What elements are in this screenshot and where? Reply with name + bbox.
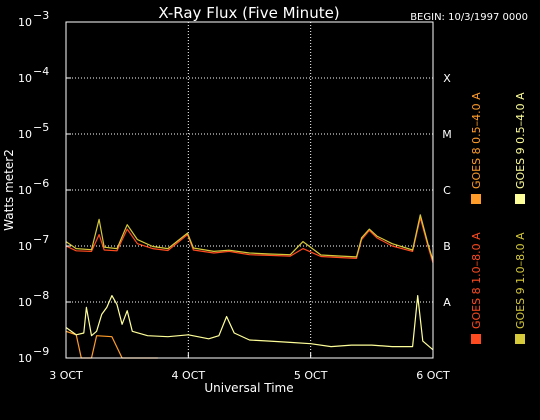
x-tick-label: 6 OCT (416, 369, 450, 382)
y-tick-label: 10 (18, 240, 32, 253)
legend: GOES 8 1.0–8.0 A GOES 8 0.5–4.0 A GOES 9 1… (470, 92, 527, 344)
legend-swatch (515, 194, 525, 204)
flare-class-label: X (443, 72, 451, 85)
y-tick-exponent: −6 (33, 177, 49, 190)
y-tick-exponent: −9 (33, 345, 49, 358)
series-line (65, 295, 434, 351)
x-tick-label: 5 OCT (294, 369, 328, 382)
y-axis-label: Watts meter2 (2, 149, 16, 231)
series-line (65, 214, 434, 261)
y-tick-label: 10 (18, 72, 32, 85)
y-tick-exponent: −7 (33, 233, 49, 246)
y-tick-label: 10 (18, 184, 32, 197)
y-tick-exponent: −3 (33, 9, 49, 22)
x-tick-label: 4 OCT (172, 369, 206, 382)
series-line (65, 330, 158, 359)
y-tick-exponent: −5 (33, 121, 49, 134)
chart-title: X-Ray Flux (Five Minute) (158, 4, 339, 22)
flare-class-label: B (443, 240, 451, 253)
legend-label: GOES 8 1.0–8.0 A (470, 232, 483, 329)
flare-class-label: M (442, 128, 452, 141)
legend-swatch (471, 194, 481, 204)
legend-swatch (515, 334, 525, 344)
y-tick-label: 10 (18, 16, 32, 29)
x-axis-ticks: 3 OCT 4 OCT 5 OCT 6 OCT (49, 353, 450, 382)
legend-label: GOES 9 1.0–8.0 A (514, 232, 527, 329)
flare-class-label: A (443, 296, 451, 309)
y-axis-ticks: 10−310−410−510−610−710−810−9 (18, 9, 71, 365)
y-tick-exponent: −8 (33, 289, 49, 302)
grid (66, 22, 433, 358)
series-line (65, 217, 434, 264)
y-tick-label: 10 (18, 296, 32, 309)
legend-swatch (471, 334, 481, 344)
legend-label: GOES 8 0.5–4.0 A (470, 92, 483, 189)
flare-class-labels: X M C B A (442, 72, 452, 309)
y-tick-exponent: −4 (33, 65, 49, 78)
x-axis-label: Universal Time (204, 381, 293, 395)
y-tick-label: 10 (18, 352, 32, 365)
x-tick-label: 3 OCT (49, 369, 83, 382)
legend-label: GOES 9 0.5–4.0 A (514, 92, 527, 189)
flare-class-label: C (443, 184, 451, 197)
begin-label: BEGIN: 10/3/1997 0000 (410, 12, 528, 23)
y-tick-label: 10 (18, 128, 32, 141)
series-layer (65, 214, 434, 359)
